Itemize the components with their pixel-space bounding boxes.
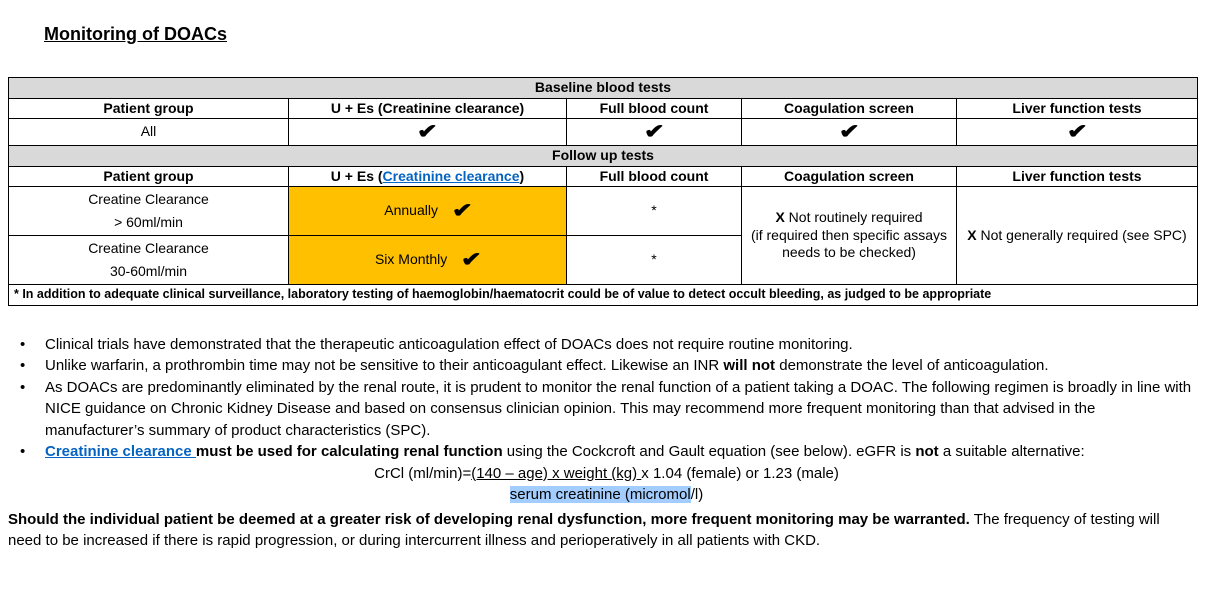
page-title: Monitoring of DOACs <box>44 24 227 44</box>
col-header-patient-group-followup: Patient group <box>8 165 289 187</box>
u-es-prefix: U + Es ( <box>330 167 383 184</box>
cell-fbc-asterisk-over-60: * <box>566 186 742 236</box>
x-mark: X <box>967 226 977 243</box>
table-footnote: * In addition to adequate clinical surve… <box>8 284 1198 306</box>
closing-bold-text: Should the individual patient be deemed … <box>8 510 970 528</box>
patient-group-line1: Creatine Clearance <box>88 240 209 256</box>
equation-numerator: (140 – age) x weight (kg) <box>471 464 642 482</box>
bullet-list: • Clinical trials have demonstrated that… <box>20 334 1193 463</box>
checkmark-icon: ✔ <box>643 120 665 143</box>
frequency-label: Annually <box>384 202 438 219</box>
checkmark-icon: ✔ <box>838 120 860 143</box>
checkmark-icon: ✔ <box>461 249 483 271</box>
bullet-item-renal-route: • As DOACs are predominantly eliminated … <box>20 377 1193 442</box>
equation-denominator-highlighted: serum creatinine (micromol <box>509 486 691 504</box>
checkmark-icon: ✔ <box>451 200 473 222</box>
frequency-label: Six Monthly <box>374 251 448 268</box>
col-header-patient-group: Patient group <box>8 97 289 119</box>
cell-patient-group-over-60: Creatine Clearance > 60ml/min <box>8 186 289 236</box>
bullet-marker: • <box>20 378 26 396</box>
patient-group-line2: 30-60ml/min <box>109 263 188 279</box>
equation-line-numerator: CrCl (ml/min)=(140 – age) x weight (kg) … <box>20 463 1193 485</box>
closing-paragraph: Should the individual patient be deemed … <box>8 509 1193 552</box>
bullet-text-bold2: not <box>915 443 939 461</box>
cell-liver-note: X Not generally required (see SPC) <box>956 186 1198 285</box>
col-header-full-blood-count-followup: Full blood count <box>566 165 742 187</box>
coagulation-note-line3: needs to be checked) <box>782 244 916 261</box>
bullet-text-mid: using the Cockcroft and Gault equation (… <box>502 443 916 461</box>
section-band-baseline: Baseline blood tests <box>8 77 1198 99</box>
cell-patient-group-30-60: Creatine Clearance 30-60ml/min <box>8 235 289 285</box>
document-page: Monitoring of DOACs Baseline blood tests… <box>0 24 1207 552</box>
equation-prefix: CrCl (ml/min)= <box>374 464 472 482</box>
col-header-u-es-followup: U + Es (Creatinine clearance) <box>288 165 567 187</box>
bullet-item-clinical-trials: • Clinical trials have demonstrated that… <box>20 334 1193 356</box>
col-header-liver-function: Liver function tests <box>956 97 1198 119</box>
creatinine-clearance-link[interactable]: Creatinine clearance <box>45 443 196 461</box>
col-header-u-es: U + Es (Creatinine clearance) <box>288 97 567 119</box>
equation-block: CrCl (ml/min)=(140 – age) x weight (kg) … <box>20 463 1193 506</box>
cell-fbc-asterisk-30-60: * <box>566 235 742 285</box>
equation-multiplier: x 1.04 (female) or 1.23 (male) <box>641 464 839 482</box>
bullet-text: Clinical trials have demonstrated that t… <box>45 335 853 353</box>
equation-denominator-tail: /l) <box>690 486 704 504</box>
cell-frequency-annually: Annually ✔ <box>288 186 567 236</box>
checkmark-icon: ✔ <box>417 120 438 143</box>
section-band-followup: Follow up tests <box>8 145 1198 167</box>
patient-group-line2: > 60ml/min <box>114 214 183 230</box>
checkmark-icon: ✔ <box>1066 120 1088 143</box>
bullet-marker: • <box>20 357 26 375</box>
col-header-coagulation-screen: Coagulation screen <box>741 97 957 119</box>
bullet-marker: • <box>20 443 26 461</box>
patient-group-line1: Creatine Clearance <box>88 191 209 207</box>
liver-note-text: Not generally required (see SPC) <box>976 226 1187 243</box>
cell-baseline-coag-check: ✔ <box>741 118 957 146</box>
cell-patient-group-all: All <box>8 118 289 146</box>
doac-monitoring-table: Baseline blood tests Patient group U + E… <box>8 77 1198 306</box>
creatinine-clearance-header-link[interactable]: Creatinine clearance <box>382 167 520 184</box>
bullet-text-pre: Unlike warfarin, a prothrombin time may … <box>45 357 724 375</box>
bullet-item-warfarin-inr: • Unlike warfarin, a prothrombin time ma… <box>20 355 1193 377</box>
bullet-text: As DOACs are predominantly eliminated by… <box>45 378 1192 439</box>
coagulation-note-line1: X Not routinely required <box>746 209 952 227</box>
col-header-full-blood-count: Full blood count <box>566 97 742 119</box>
u-es-suffix: ) <box>519 167 525 184</box>
coagulation-note-line2: (if required then specific assays <box>750 226 948 243</box>
bullet-text-bold: must be used for calculating renal funct… <box>195 443 503 461</box>
bullet-item-creatinine-clearance: • Creatinine clearance must be used for … <box>20 441 1193 463</box>
cell-frequency-six-monthly: Six Monthly ✔ <box>288 235 567 285</box>
col-header-coagulation-screen-followup: Coagulation screen <box>741 165 957 187</box>
bullet-text-bold: will not <box>723 357 776 375</box>
coagulation-note-text1: Not routinely required <box>784 209 923 226</box>
cell-baseline-fbc-check: ✔ <box>566 118 742 146</box>
bullet-text-post: demonstrate the level of anticoagulation… <box>775 357 1049 375</box>
bullet-text-post: a suitable alternative: <box>938 443 1085 461</box>
equation-line-denominator: serum creatinine (micromol/l) <box>20 484 1193 506</box>
cell-baseline-liver-check: ✔ <box>956 118 1198 146</box>
x-mark: X <box>775 209 785 226</box>
cell-baseline-ues-check: ✔ <box>288 118 567 146</box>
bullet-marker: • <box>20 335 26 353</box>
cell-coagulation-note: X Not routinely required (if required th… <box>741 186 957 285</box>
closing-normal-text: The frequency of testing will need to be… <box>8 510 1160 550</box>
col-header-liver-function-followup: Liver function tests <box>956 165 1198 187</box>
bullet-text: Unlike warfarin, a prothrombin time may … <box>45 355 1193 377</box>
bullet-text: Creatinine clearance must be used for ca… <box>45 441 1193 463</box>
